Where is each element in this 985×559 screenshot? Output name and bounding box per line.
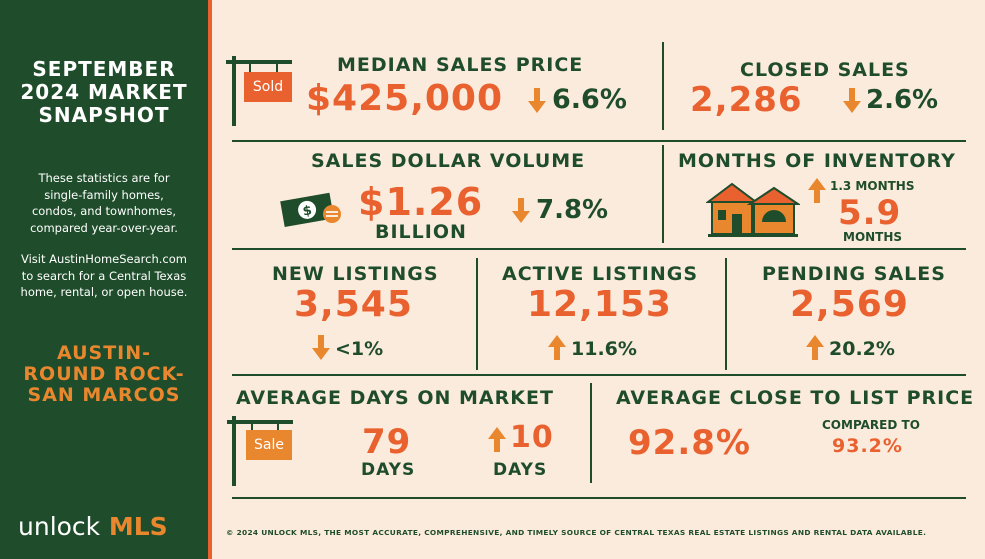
houses-icon: [706, 182, 800, 237]
snapshot-title-line: SEPTEMBER: [32, 57, 176, 81]
median-sales-price-change: 6.6%: [552, 84, 627, 115]
snapshot-title-line: SNAPSHOT: [38, 103, 170, 127]
snapshot-title-line: 2024 MARKET: [20, 80, 188, 104]
svg-text:$: $: [302, 203, 314, 219]
visit-line: home, rental, or open house.: [20, 285, 188, 299]
average-days-change-unit: DAYS: [493, 460, 548, 480]
footer-copyright: © 2024 UNLOCK MLS, THE MOST ACCURATE, CO…: [226, 528, 927, 537]
divider: [476, 258, 478, 370]
active-listings-value: 12,153: [527, 284, 672, 325]
region-name: AUSTIN- ROUND ROCK- SAN MARCOS: [0, 343, 208, 406]
active-listings-change: 11.6%: [571, 338, 637, 360]
description-line: compared year-over-year.: [30, 220, 178, 235]
description-line: These statistics are for: [38, 171, 170, 185]
sidebar: SEPTEMBER 2024 MARKET SNAPSHOT These sta…: [0, 0, 208, 559]
average-days-change: 10: [510, 420, 554, 455]
visit-text: Visit AustinHomeSearch.com to search for…: [0, 251, 208, 301]
snapshot-title: SEPTEMBER 2024 MARKET SNAPSHOT: [0, 58, 208, 127]
arrow-down-icon: [312, 335, 330, 361]
description: These statistics are for single-family h…: [0, 170, 208, 236]
new-listings-change: <1%: [335, 338, 384, 360]
divider: [590, 383, 592, 483]
average-days-on-market-title: AVERAGE DAYS ON MARKET: [236, 387, 554, 409]
months-of-inventory-title: MONTHS OF INVENTORY: [678, 150, 956, 172]
new-listings-value: 3,545: [294, 284, 413, 325]
months-of-inventory-change: 1.3 MONTHS: [830, 179, 915, 193]
months-of-inventory-unit: MONTHS: [843, 230, 903, 244]
sales-dollar-volume-change: 7.8%: [536, 195, 609, 225]
arrow-down-icon: [843, 88, 861, 114]
description-line: single-family homes,: [44, 187, 164, 202]
average-close-to-list-title: AVERAGE CLOSE TO LIST PRICE: [616, 387, 975, 409]
logo-word-mls: MLS: [108, 512, 168, 541]
divider: [232, 248, 966, 250]
sold-sign-icon: [226, 56, 292, 126]
region-line: SAN MARCOS: [27, 384, 181, 406]
divider: [232, 374, 966, 376]
closed-sales-title: CLOSED SALES: [740, 59, 910, 81]
visit-line: to search for a Central Texas: [21, 268, 187, 283]
closed-sales-change: 2.6%: [866, 85, 939, 115]
median-sales-price-value: $425,000: [306, 78, 504, 119]
sales-dollar-volume-title: SALES DOLLAR VOLUME: [311, 150, 586, 172]
arrow-up-icon: [806, 335, 824, 361]
region-line: AUSTIN-: [56, 342, 152, 364]
pending-sales-title: PENDING SALES: [762, 263, 946, 285]
description-line: condos, and townhomes,: [31, 204, 177, 218]
divider: [725, 258, 727, 370]
arrow-down-icon: [512, 198, 530, 224]
arrow-up-icon: [488, 427, 506, 453]
sales-dollar-volume-unit: BILLION: [375, 221, 467, 243]
divider: [662, 145, 664, 243]
sidebar-accent-strip: [208, 0, 212, 559]
arrow-up-icon: [808, 178, 826, 204]
unlock-mls-logo: unlock MLS: [18, 512, 168, 541]
compared-to-label: COMPARED TO: [822, 418, 920, 432]
money-icon: $: [280, 192, 341, 228]
average-days-value: 79: [362, 422, 412, 462]
divider: [232, 497, 966, 499]
arrow-down-icon: [528, 88, 546, 114]
logo-word-unlock: unlock: [18, 512, 101, 541]
sold-sign-label: Sold: [244, 72, 292, 102]
closed-sales-value: 2,286: [690, 80, 803, 120]
sale-sign-label: Sale: [246, 430, 292, 460]
sale-sign-icon: [227, 416, 293, 486]
visit-line[interactable]: Visit AustinHomeSearch.com: [21, 252, 187, 266]
pending-sales-value: 2,569: [790, 284, 909, 325]
compared-to-value: 93.2%: [832, 435, 903, 457]
divider: [232, 140, 966, 142]
arrow-up-icon: [548, 335, 566, 361]
average-days-unit: DAYS: [361, 460, 416, 480]
median-sales-price-title: MEDIAN SALES PRICE: [337, 54, 584, 76]
region-line: ROUND ROCK-: [23, 363, 185, 385]
divider: [662, 42, 664, 130]
months-of-inventory-value: 5.9: [838, 193, 902, 233]
sales-dollar-volume-value: $1.26: [358, 180, 484, 224]
new-listings-title: NEW LISTINGS: [272, 263, 439, 285]
active-listings-title: ACTIVE LISTINGS: [502, 263, 699, 285]
pending-sales-change: 20.2%: [829, 338, 895, 360]
average-close-to-list-value: 92.8%: [628, 423, 751, 463]
